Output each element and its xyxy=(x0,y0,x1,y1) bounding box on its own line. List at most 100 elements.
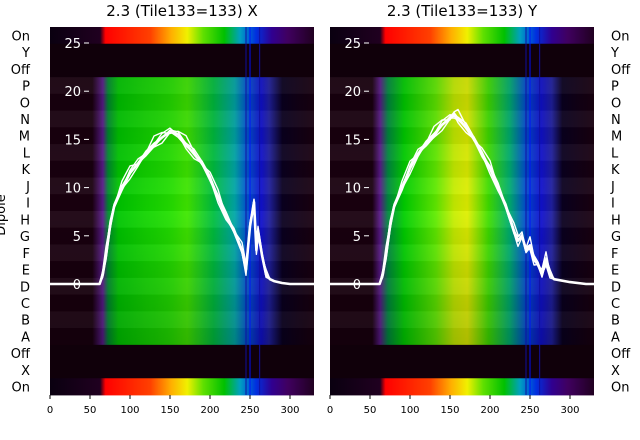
category-label-left: B xyxy=(21,314,30,329)
heatmap-row-y xyxy=(50,43,314,61)
x-tick-label: 0 xyxy=(327,405,333,416)
y-axis-label: Dipole xyxy=(0,194,9,235)
x-tick-label: 250 xyxy=(240,405,259,416)
category-label-right: L xyxy=(611,146,619,161)
category-label-left: A xyxy=(21,330,30,345)
x-tick-label: 250 xyxy=(520,405,539,416)
heatmap-row-off xyxy=(50,344,314,362)
overlay-y-tick-label: 10 xyxy=(64,182,81,197)
x-tick-label: 100 xyxy=(400,405,419,416)
heatmap-row-off xyxy=(330,344,594,362)
category-label-left: F xyxy=(23,247,30,262)
x-tick-label: 150 xyxy=(440,405,459,416)
overlay-y-tick-label: 15 xyxy=(344,133,361,148)
category-label-right: O xyxy=(611,96,621,111)
category-label-left: D xyxy=(20,280,30,295)
category-label-right: M xyxy=(611,130,622,145)
overlay-y-tick-label: 15 xyxy=(64,133,81,148)
overlay-y-tick-label: 20 xyxy=(64,85,81,100)
category-label-right: Off xyxy=(611,347,631,362)
category-label-right: Off xyxy=(611,63,631,78)
overlay-y-tick-label: 25 xyxy=(344,37,361,52)
category-label-left: O xyxy=(20,96,30,111)
category-label-right: P xyxy=(611,80,619,95)
x-tick-label: 200 xyxy=(480,405,499,416)
overlay-y-tick-label: 5 xyxy=(73,230,81,245)
category-label-left: I xyxy=(26,197,30,212)
x-tick-label: 50 xyxy=(84,405,97,416)
overlay-trace xyxy=(50,130,314,285)
overlay-trace xyxy=(330,108,594,285)
category-label-left: Off xyxy=(11,347,31,362)
category-label-right: D xyxy=(611,280,621,295)
x-tick-label: 50 xyxy=(364,405,377,416)
category-label-left: C xyxy=(21,297,30,312)
x-tick-labels-y: 0 50 100 150 200 250 300 xyxy=(327,395,580,416)
category-label-right: B xyxy=(611,314,620,329)
category-label-right: On xyxy=(611,29,629,44)
category-label-left: X xyxy=(21,364,30,379)
panel-title-y: 2.3 (Tile133=133) Y xyxy=(387,2,538,20)
category-label-left: Off xyxy=(11,63,31,78)
category-label-right: X xyxy=(611,364,620,379)
heatmap-row-on xyxy=(330,27,594,45)
panel-title-x: 2.3 (Tile133=133) X xyxy=(106,2,257,20)
category-label-right: A xyxy=(611,330,620,345)
category-label-right: Y xyxy=(610,46,619,61)
category-label-left: Y xyxy=(21,46,30,61)
category-label-right: H xyxy=(611,213,621,228)
heatmap-row-x xyxy=(330,361,594,379)
category-label-right: N xyxy=(611,113,621,128)
category-label-right: J xyxy=(610,180,615,195)
heatmap-panel-x: 0 5 10 15 20 25 xyxy=(50,27,314,396)
overlay-trace xyxy=(50,129,314,285)
x-tick-label: 100 xyxy=(120,405,139,416)
heatmap-row-off xyxy=(330,60,594,78)
category-label-left: H xyxy=(20,213,30,228)
category-label-left: M xyxy=(19,130,30,145)
category-label-right: I xyxy=(611,197,615,212)
heatmap-row-off xyxy=(50,60,314,78)
category-label-left: P xyxy=(22,80,30,95)
category-label-right: G xyxy=(611,230,621,245)
category-label-left: G xyxy=(20,230,30,245)
heatmap-row-on xyxy=(50,27,314,45)
heatmap-row-on xyxy=(50,378,314,396)
heatmap-row-on xyxy=(330,378,594,396)
x-tick-label: 0 xyxy=(47,405,53,416)
overlay-trace xyxy=(330,117,594,285)
x-tick-label: 300 xyxy=(280,405,299,416)
category-label-right: C xyxy=(611,297,620,312)
overlay-trace xyxy=(330,111,594,285)
category-label-left: L xyxy=(23,146,31,161)
heatmap-row-y xyxy=(330,43,594,61)
band-shade xyxy=(50,77,314,345)
heatmap-row-x xyxy=(50,361,314,379)
category-label-right: E xyxy=(611,264,619,279)
overlay-y-tick-label: 20 xyxy=(344,85,361,100)
category-label-left: E xyxy=(22,264,30,279)
category-label-left: K xyxy=(21,163,30,178)
category-label-right: On xyxy=(611,381,629,396)
category-label-left: On xyxy=(12,381,30,396)
category-label-left: N xyxy=(20,113,30,128)
x-tick-labels-x: 0 50 100 150 200 250 300 xyxy=(47,395,300,416)
category-label-right: F xyxy=(611,247,618,262)
x-tick-label: 200 xyxy=(200,405,219,416)
overlay-y-tick-label: 10 xyxy=(344,182,361,197)
overlay-trace xyxy=(50,130,314,285)
overlay-y-tick-label: 25 xyxy=(64,37,81,52)
category-label-left: On xyxy=(12,29,30,44)
overlay-y-tick-label: 5 xyxy=(353,230,361,245)
heatmap-panel-y: 0 5 10 15 20 25 xyxy=(330,27,594,396)
overlay-trace xyxy=(50,131,314,285)
category-label-left: J xyxy=(25,180,30,195)
overlay-y-tick-label: 0 xyxy=(73,278,81,293)
overlay-y-tick-label: 0 xyxy=(353,278,361,293)
x-tick-label: 300 xyxy=(560,405,579,416)
category-label-right: K xyxy=(611,163,620,178)
